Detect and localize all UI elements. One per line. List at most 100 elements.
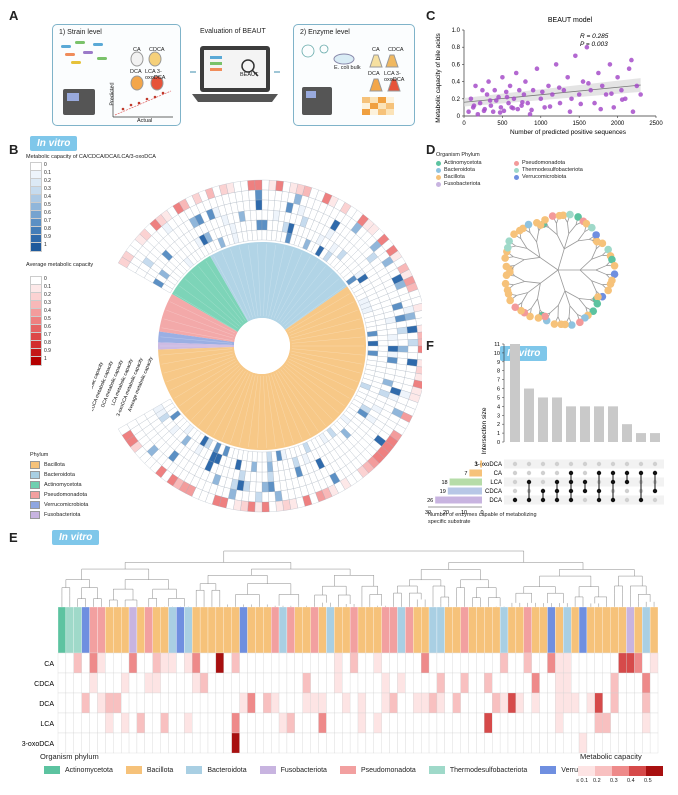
e-phylum-label-cell xyxy=(436,606,445,654)
e-heat-cell xyxy=(499,672,509,694)
tree-branch xyxy=(239,246,256,317)
predicted-label: Predicted xyxy=(109,82,116,106)
upset-dot xyxy=(512,488,518,494)
tree-leaf xyxy=(592,231,600,239)
scatter-xtick-label: 500 xyxy=(497,121,508,127)
tree-branch xyxy=(163,353,234,374)
e-phylum-label-cell xyxy=(484,606,493,654)
e-legend-item: Thermodesulfobacteriota xyxy=(428,766,527,774)
tree-branch xyxy=(290,353,361,374)
e-heat-cell xyxy=(349,672,359,694)
e-heat-cell xyxy=(436,712,445,734)
e-heat-cell xyxy=(239,732,248,754)
e-heat-cell xyxy=(168,692,177,714)
e-heat-cell xyxy=(199,692,209,714)
e-heat-cell xyxy=(121,692,130,714)
tree-edge xyxy=(564,240,579,250)
ring-cell xyxy=(255,491,263,503)
e-heat-cell xyxy=(626,732,635,754)
ring-cell xyxy=(250,219,258,231)
e-phylum-label-cell xyxy=(571,606,580,654)
panel-letter-c: C xyxy=(426,8,436,23)
scatter-ytick-label: 0.2 xyxy=(452,97,461,103)
scatter-chart: BEAUT model R = 0.285 P = 0.003 Number o… xyxy=(435,17,663,136)
e-heat-cell xyxy=(523,652,532,674)
e-legend-item: Fusobacteriota xyxy=(259,766,327,774)
scatter-point xyxy=(629,57,634,63)
e-heat-cell xyxy=(334,732,343,754)
tree-edge xyxy=(567,222,570,234)
scatter-point xyxy=(506,100,511,106)
avg-scale-tick: 0.6 xyxy=(44,324,51,330)
scatter-point xyxy=(527,111,533,117)
e-heat-cell xyxy=(215,652,224,674)
e-phylum-label-cell xyxy=(476,606,485,654)
e-phylum-label-cell xyxy=(342,606,351,654)
e-phylum-label-cell xyxy=(65,606,74,654)
e-heat-cell xyxy=(578,692,588,714)
avg-scale-tick: 0.3 xyxy=(44,300,51,306)
scatter-point xyxy=(468,96,474,102)
e-heat-cell xyxy=(444,672,453,694)
e-phylum-label-cell xyxy=(81,606,90,654)
e-heat-cell xyxy=(555,692,564,714)
scatter-point xyxy=(496,94,501,100)
e-heat-cell xyxy=(223,692,232,714)
tree-leaf xyxy=(610,261,619,270)
scatter-point xyxy=(609,91,614,96)
e-heat-cell xyxy=(294,652,303,674)
e-heat-cell xyxy=(389,652,398,674)
e-heat-cell xyxy=(468,652,477,674)
e-phylum-label-cell xyxy=(136,606,145,654)
tree-edge xyxy=(568,224,577,234)
ring-cell xyxy=(407,339,419,347)
e-heat-cell xyxy=(531,732,540,754)
e-heat-cell xyxy=(563,692,572,714)
d-legend-dot xyxy=(514,167,519,173)
ring-cell xyxy=(240,180,249,192)
e-heat-cell xyxy=(586,652,595,674)
tree-branch xyxy=(282,272,333,325)
capacity-scale-title: Metabolic capacity of CA/CDCA/DCA/LCA/3-… xyxy=(26,154,156,160)
capacity-legend-title: Metabolic capacity xyxy=(580,752,642,761)
e-heat-cell xyxy=(436,692,445,714)
upset-dot xyxy=(624,497,630,503)
tree-edge xyxy=(568,305,571,318)
tree-edge xyxy=(515,245,528,249)
e-heat-cell xyxy=(73,652,82,674)
e-heat-cell xyxy=(428,732,438,754)
set-size-bar xyxy=(469,469,482,477)
e-phylum-label-cell xyxy=(255,606,264,654)
scatter-point xyxy=(493,98,499,103)
e-legend-swatch xyxy=(186,766,203,774)
e-heat-cell xyxy=(492,732,501,754)
e-heat-cell xyxy=(152,692,161,714)
scatter-point xyxy=(598,106,604,112)
capacity-scale-tick: 0 xyxy=(44,162,47,168)
scatter-point xyxy=(578,101,584,107)
organism-phylum-legend-d: Organism Phylum Actinomycetota Pseudomona… xyxy=(436,152,614,187)
scatter-point xyxy=(529,107,534,113)
scatter-point xyxy=(475,111,481,117)
tree-branch xyxy=(170,358,236,391)
e-heat-cell xyxy=(515,692,524,714)
e-heat-cell xyxy=(563,712,572,734)
e-heat-cell xyxy=(342,732,351,754)
phylum-legend-item: Pseudomonadota xyxy=(30,491,88,499)
tree-edge xyxy=(549,304,559,314)
ring-cell xyxy=(397,351,408,359)
tree-branch xyxy=(290,356,358,382)
e-heat-cell xyxy=(413,692,422,714)
e-phylum-label-cell xyxy=(223,606,232,654)
d-legend-item: Pseudomonadota xyxy=(514,160,614,166)
ring-cell xyxy=(416,324,422,333)
e-heat-cell xyxy=(168,732,177,754)
e-heat-cell xyxy=(128,672,138,694)
tree-branch xyxy=(284,278,339,327)
e-heat-cell xyxy=(405,672,414,694)
capacity-scale-tick: 0.7 xyxy=(44,218,51,224)
e-heat-cell xyxy=(207,672,217,694)
capacity-scale-swatch xyxy=(30,242,42,252)
e-heat-cell xyxy=(618,732,627,754)
e-heat-cell xyxy=(349,712,359,734)
